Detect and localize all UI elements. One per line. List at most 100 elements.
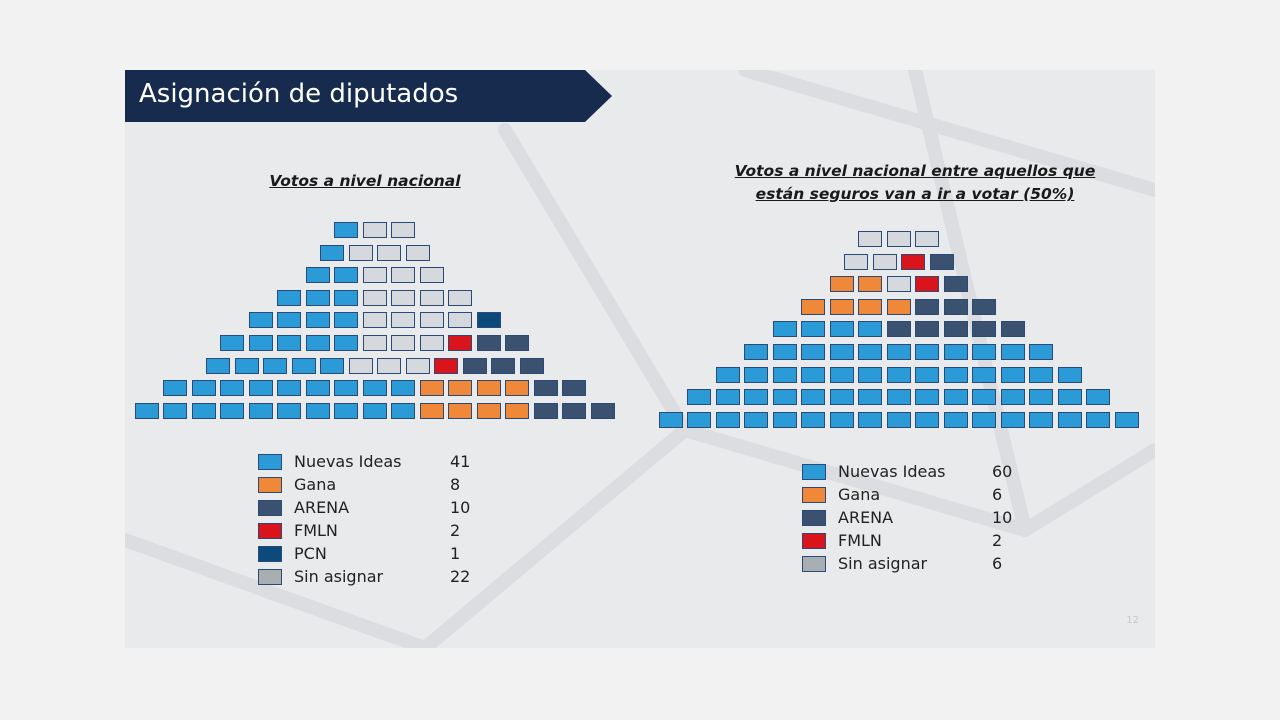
seat-nuevas-ideas	[715, 366, 740, 383]
seat-nuevas-ideas	[886, 389, 911, 406]
seat-nuevas-ideas	[206, 357, 230, 374]
seat-arena	[929, 253, 954, 270]
seat-sin-asignar	[419, 312, 444, 329]
legend-count: 60	[992, 462, 1013, 481]
seat-gana	[419, 380, 444, 397]
seat-nuevas-ideas	[886, 411, 911, 428]
seat-arena	[519, 357, 544, 374]
seat-nuevas-ideas	[277, 402, 302, 419]
seat-nuevas-ideas	[291, 357, 316, 374]
seat-nuevas-ideas	[915, 366, 940, 383]
seat-nuevas-ideas	[163, 380, 188, 397]
seat-nuevas-ideas	[1029, 344, 1054, 360]
legend-item-gana: Gana 6	[802, 485, 1042, 508]
seat-nuevas-ideas	[334, 222, 359, 238]
seat-gana	[801, 298, 826, 315]
legend-count: 2	[992, 531, 1003, 550]
seat-nuevas-ideas	[248, 380, 273, 397]
seat-gana	[858, 276, 883, 293]
seat-nuevas-ideas	[858, 389, 883, 406]
seat-gana	[829, 276, 854, 293]
legend-right: Nuevas Ideas 60 Gana 6 ARENA 10 FMLN 2 Sin asign…	[802, 462, 1042, 577]
seat-nuevas-ideas	[220, 402, 245, 419]
legend-label: Gana	[838, 485, 881, 504]
seat-fmln	[448, 335, 473, 351]
seat-nuevas-ideas	[801, 411, 826, 428]
legend-item-gana: Gana 8	[258, 475, 498, 498]
seat-nuevas-ideas	[829, 389, 854, 406]
seat-nuevas-ideas	[263, 357, 287, 374]
seat-nuevas-ideas	[220, 335, 245, 351]
seat-nuevas-ideas	[1057, 411, 1082, 428]
seat-nuevas-ideas	[886, 344, 911, 360]
slide: Asignación de diputados Votos a nivel na…	[125, 70, 1155, 648]
seat-arena	[915, 298, 940, 315]
seat-nuevas-ideas	[277, 289, 302, 306]
seat-fmln	[901, 253, 925, 270]
seat-arena	[476, 335, 501, 351]
seat-sin-asignar	[448, 312, 473, 329]
seat-sin-asignar	[915, 231, 940, 247]
seat-nuevas-ideas	[744, 411, 769, 428]
seat-nuevas-ideas	[744, 389, 769, 406]
seat-nuevas-ideas	[858, 366, 883, 383]
seat-nuevas-ideas	[334, 335, 359, 351]
seat-nuevas-ideas	[1086, 411, 1111, 428]
seat-arena	[505, 335, 530, 351]
legend-item-arena: ARENA 10	[258, 498, 498, 521]
seat-nuevas-ideas	[134, 402, 159, 419]
background-network-lines	[125, 70, 1155, 648]
seat-nuevas-ideas	[305, 312, 330, 329]
seat-nuevas-ideas	[858, 321, 883, 338]
seat-gana	[448, 402, 473, 419]
seat-arena	[943, 321, 968, 338]
legend-label: ARENA	[838, 508, 894, 527]
chart-right-title-line2: están seguros van a ir a votar (50%)	[755, 185, 1075, 203]
legend-swatch	[258, 454, 282, 470]
chart-right-title-line1: Votos a nivel nacional entre aquellos qu…	[734, 162, 1096, 180]
legend-item-nuevas-ideas: Nuevas Ideas 60	[802, 462, 1042, 485]
seat-sin-asignar	[391, 222, 416, 238]
seat-nuevas-ideas	[829, 344, 854, 360]
seat-nuevas-ideas	[886, 366, 911, 383]
chart-right-title: Votos a nivel nacional entre aquellos qu…	[730, 160, 1100, 206]
seat-nuevas-ideas	[943, 344, 968, 360]
seat-nuevas-ideas	[1086, 389, 1111, 406]
seat-sin-asignar	[858, 231, 883, 247]
legend-item-pcn: PCN 1	[258, 544, 498, 567]
seat-nuevas-ideas	[915, 411, 940, 428]
legend-count: 10	[450, 498, 471, 517]
legend-swatch	[258, 569, 282, 585]
seat-nuevas-ideas	[1000, 411, 1025, 428]
legend-swatch	[802, 464, 826, 480]
seat-sin-asignar	[362, 222, 387, 238]
seat-nuevas-ideas	[1057, 389, 1082, 406]
seat-sin-asignar	[448, 289, 473, 306]
legend-swatch	[802, 510, 826, 526]
seat-sin-asignar	[419, 289, 444, 306]
seat-arena	[915, 321, 940, 338]
seat-nuevas-ideas	[801, 366, 826, 383]
legend-count: 6	[992, 485, 1003, 504]
seat-gana	[448, 380, 473, 397]
seat-nuevas-ideas	[248, 335, 273, 351]
legend-count: 2	[450, 521, 461, 540]
legend-item-fmln: FMLN 2	[802, 531, 1042, 554]
seat-nuevas-ideas	[305, 267, 330, 284]
seat-nuevas-ideas	[829, 366, 854, 383]
seat-nuevas-ideas	[1114, 411, 1139, 428]
seat-nuevas-ideas	[972, 389, 997, 406]
legend-swatch	[258, 523, 282, 539]
legend-label: Sin asignar	[838, 554, 928, 573]
legend-count: 22	[450, 567, 471, 586]
legend-count: 41	[450, 452, 471, 471]
seat-nuevas-ideas	[1000, 366, 1025, 383]
seat-sin-asignar	[844, 253, 868, 270]
seat-arena	[886, 321, 911, 338]
seat-nuevas-ideas	[305, 289, 330, 306]
seat-fmln	[915, 276, 940, 293]
title-banner: Asignación de diputados	[125, 70, 612, 122]
seat-gana	[858, 298, 883, 315]
seat-nuevas-ideas	[1029, 411, 1054, 428]
legend-label: Sin asignar	[294, 567, 384, 586]
